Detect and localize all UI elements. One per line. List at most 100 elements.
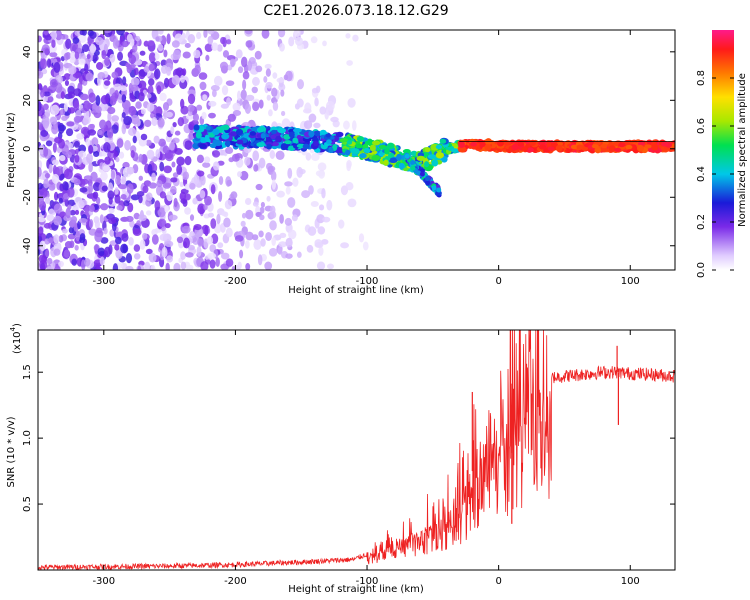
spectrogram-cell [45,140,53,147]
spectrogram-cell [227,113,236,122]
spectrogram-cell [205,54,210,62]
spectrogram-cell [147,40,155,46]
spectrogram-cell [197,238,204,247]
spectrogram-cell [89,43,96,54]
colorbar [712,30,734,270]
spectrogram-ridge-cell [521,146,529,151]
spectrogram-ridge-cell [484,144,492,151]
spectrogram-cell [253,164,259,172]
spectrogram-cell [101,49,107,60]
spectrogram-cell [244,103,252,115]
spectrogram-cell [158,138,166,147]
spectrogram-cell [120,243,129,254]
spectrogram-ridge-cell [384,148,390,155]
spectrogram-cell [197,203,206,215]
spectrogram-cell [203,30,208,38]
spectrogram-cell [345,182,354,191]
spectrogram-cell [155,149,161,159]
spectrogram-cell [88,92,96,103]
spectrogram-cell [117,51,124,61]
spectrogram-cell [121,233,129,242]
spectrogram-cell [64,80,70,86]
spectrogram-cell [73,88,82,97]
spectrogram-cell [163,109,168,120]
spectrogram-cell [42,103,49,110]
spectrogram-cell [318,204,325,211]
spectrogram-cell [171,75,181,86]
spectrogram-ridge-cell [496,140,504,147]
spectrogram-cell [285,186,291,195]
snr-y-tick-label: 0.5 [22,496,33,512]
spectrogram-cell [171,40,180,48]
spectrogram-ridge-cell [257,126,266,133]
colorbar-tick-label: 0.4 [696,166,707,182]
spectrogram-ridge-cell [439,138,447,144]
spectrogram-cell [271,87,278,98]
spectrogram-cell [196,154,205,164]
spectrogram-cell [346,60,353,66]
spectrogram-cell [258,99,264,109]
spectrogram-cell [269,149,276,160]
spectrogram-cell [59,109,66,116]
spectrogram-ridge-cell [600,143,608,149]
spectrogram-ridge-cell [625,144,633,150]
spectrogram-cell [143,40,149,47]
spectrogram-cell [161,246,168,258]
spectrogram-branch-cell [425,176,431,182]
spectrogram-cell [51,39,56,48]
spectrogram-cell [173,262,181,270]
spectrogram-cell [128,105,137,117]
spectrogram-ridge-cell [371,140,381,146]
spectrogram-cell [80,126,90,136]
spectrogram-cell [196,104,203,111]
spectrogram-cell [230,191,238,199]
spectrogram-cell [362,241,369,251]
spectrogram-cell [87,30,94,37]
spectrogram-y-tick-label: 40 [22,45,33,58]
spectrogram-cell [263,75,268,83]
spectrogram-cell [226,64,233,71]
spectrogram-cell [138,153,143,163]
spectrogram-cell [148,63,156,72]
spectrogram-ridge-cell [335,147,344,154]
spectrogram-ridge-cell [339,138,349,143]
spectrogram-cell [305,152,312,161]
spectrogram-cell [228,157,235,163]
spectrogram-cell [150,264,156,270]
spectrogram-cell [325,100,335,111]
spectrogram-ridge-cell [362,143,369,149]
spectrogram-ridge-cell [359,153,367,159]
spectrogram-cell [271,179,276,190]
spectrogram-cell [61,228,68,234]
spectrogram-cell [128,54,137,65]
spectrogram-cell [146,102,155,112]
spectrogram-cell [176,236,184,244]
spectrogram-cell [49,79,58,88]
spectrogram-ridge-cell [346,140,353,145]
spectrogram-cell [315,85,321,94]
spectrogram-cell [268,247,278,257]
spectrogram-cell [50,104,60,116]
spectrogram-cell [291,214,298,222]
spectrogram-ridge-cell [363,147,371,154]
spectrogram-cell [80,178,89,185]
spectrogram-cell [254,50,262,60]
spectrogram-cell [46,257,53,265]
spectrogram-ridge-cell [529,139,537,146]
spectrogram-cell [59,154,66,162]
spectrogram-cell [121,40,129,48]
snr-x-tick-label: 0 [495,576,501,587]
spectrogram-cell [318,246,324,256]
spectrogram-cell [284,181,293,187]
spectrogram-cell [187,104,195,112]
spectrogram-cell [108,196,113,205]
snr-x-tick-label: 100 [621,576,640,587]
spectrogram-cell [176,156,185,166]
spectrogram-y-label: Frequency (Hz) [6,112,17,188]
spectrogram-cell [53,203,63,214]
spectrogram-cell [172,49,181,60]
spectrogram-cell [120,193,127,200]
spectrogram-cell [58,124,67,132]
spectrogram-cell [144,119,152,128]
spectrogram-cell [129,220,135,228]
